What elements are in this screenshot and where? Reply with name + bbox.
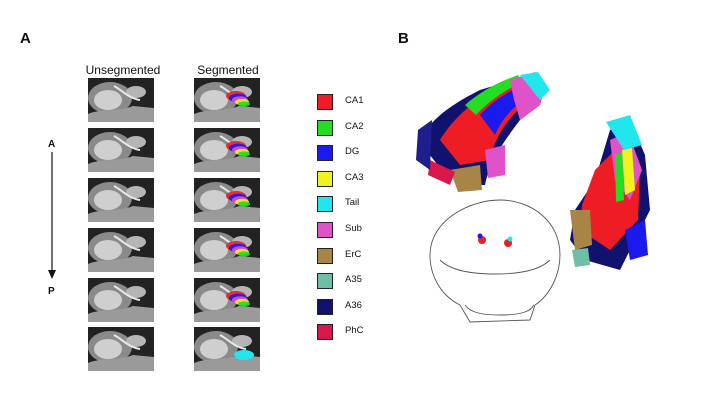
legend-swatch bbox=[317, 298, 333, 315]
segmented-header: Segmented bbox=[197, 63, 259, 77]
unsegmented-slice bbox=[88, 228, 154, 272]
right-hippocampus-model bbox=[570, 115, 650, 270]
legend-item-a35: A35 bbox=[317, 273, 377, 290]
anterior-posterior-arrow bbox=[48, 152, 56, 279]
legend-item-tail: Tail bbox=[317, 196, 377, 213]
head-outline-render bbox=[429, 199, 561, 323]
legend-item-sub: Sub bbox=[317, 222, 377, 238]
head-small-hippocampus-models bbox=[477, 233, 513, 247]
legend-label: PhC bbox=[345, 325, 364, 337]
legend-swatch bbox=[317, 170, 333, 187]
unsegmented-slice bbox=[88, 178, 154, 222]
axis-anterior-label: A bbox=[48, 139, 56, 150]
axis-posterior-label: P bbox=[48, 286, 55, 297]
legend-swatch bbox=[317, 145, 333, 162]
hippocampus-3d-render bbox=[410, 60, 710, 350]
legend-item-ca1: CA1 bbox=[317, 94, 377, 110]
legend-swatch bbox=[317, 247, 333, 264]
segmented-slice bbox=[194, 78, 260, 122]
segmented-slice bbox=[194, 228, 260, 272]
legend-label: DG bbox=[345, 146, 360, 158]
legend-item-dg: DG bbox=[317, 145, 377, 162]
legend-swatch bbox=[317, 94, 333, 110]
legend-swatch bbox=[317, 222, 333, 238]
legend-label: Sub bbox=[345, 223, 362, 234]
unsegmented-slice bbox=[88, 327, 154, 371]
legend-label: CA1 bbox=[345, 95, 364, 106]
legend-label: A35 bbox=[345, 274, 362, 286]
legend-item-ca3: CA3 bbox=[317, 170, 377, 187]
unsegmented-slice bbox=[88, 128, 154, 172]
unsegmented-slice bbox=[88, 78, 154, 122]
legend-swatch bbox=[317, 273, 333, 290]
legend-label: A36 bbox=[345, 299, 362, 311]
unsegmented-slice bbox=[88, 278, 154, 322]
segmented-slice bbox=[194, 178, 260, 222]
legend-item-a36: A36 bbox=[317, 298, 377, 315]
legend-swatch bbox=[317, 119, 333, 136]
legend-label: CA2 bbox=[345, 120, 364, 132]
legend-swatch bbox=[317, 196, 333, 213]
left-hippocampus-model bbox=[416, 72, 550, 192]
panel-b-letter: B bbox=[398, 30, 409, 47]
legend-item-erc: ErC bbox=[317, 247, 377, 264]
legend-label: Tail bbox=[345, 197, 360, 209]
panel-a-letter: A bbox=[20, 30, 31, 47]
unsegmented-header: Unsegmented bbox=[85, 63, 161, 77]
segmented-slice bbox=[194, 278, 260, 322]
legend-label: CA3 bbox=[345, 171, 364, 183]
legend-item-ca2: CA2 bbox=[317, 119, 377, 136]
segmented-slice bbox=[194, 327, 260, 371]
segmented-slice bbox=[194, 128, 260, 172]
legend-swatch bbox=[317, 324, 333, 341]
legend-label: ErC bbox=[345, 248, 362, 260]
legend-item-phc: PhC bbox=[317, 324, 377, 341]
